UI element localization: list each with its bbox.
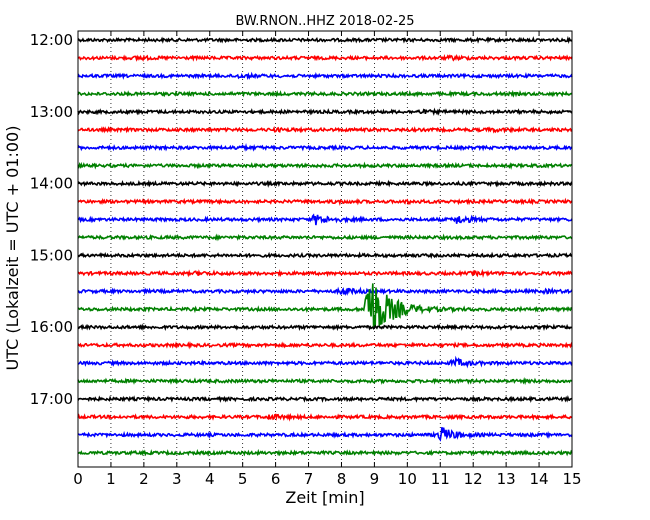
trace-1215 [77,53,573,62]
x-tick-label: 0 [73,470,83,488]
y-tick-label: 15:00 [30,246,73,264]
x-tick-label: 13 [497,470,516,488]
x-tick-label: 2 [139,470,149,488]
y-tick-label: 16:00 [30,318,73,336]
trace-1615 [77,340,573,350]
y-tick-label: 14:00 [30,175,73,193]
y-tick-label: 12:00 [30,31,73,49]
x-tick-label: 7 [304,470,314,488]
trace-1630 [77,355,573,369]
x-tick-label: 14 [530,470,549,488]
trace-1730 [78,427,573,442]
trace-1300 [77,107,573,117]
trace-1330 [77,142,573,152]
x-axis-ticks: 0 1 2 3 4 5 6 7 8 9 10 11 12 13 14 15 [73,31,582,488]
x-tick-label: 3 [172,470,182,488]
x-axis-label: Zeit [min] [285,488,364,507]
trace-1230 [77,71,573,81]
trace-1445 [77,233,573,242]
trace-1415 [77,197,573,207]
plot-frame [77,30,573,468]
trace-1400 [77,179,573,188]
trace-1315 [77,125,573,134]
trace-1430 [77,213,573,226]
x-tick-label: 6 [271,470,281,488]
trace-1200 [77,35,573,44]
x-tick-label: 9 [370,470,380,488]
grid-lines [110,31,540,467]
x-tick-label: 8 [337,470,347,488]
trace-1515 [77,268,573,279]
seismic-traces [77,35,573,457]
trace-1245 [77,89,573,98]
trace-1500 [77,251,573,260]
y-axis-label: UTC (Lokalzeit = UTC + 01:00) [3,126,22,371]
trace-1645 [77,377,573,386]
trace-1530 [77,286,573,296]
x-tick-label: 11 [431,470,450,488]
chart-title: BW.RNON..HHZ 2018-02-25 [235,14,414,29]
x-tick-label: 4 [205,470,215,488]
trace-1345 [77,161,573,170]
trace-1600 [77,323,573,332]
trace-1545 [77,283,573,328]
x-tick-label: 1 [106,470,116,488]
y-tick-label: 17:00 [30,390,73,408]
trace-1745 [77,448,573,457]
x-tick-label: 12 [464,470,483,488]
y-axis-ticks: 12:00 13:00 14:00 15:00 16:00 17:00 [30,31,572,408]
trace-1715 [77,412,573,422]
x-tick-label: 5 [238,470,248,488]
x-tick-label: 10 [398,470,417,488]
trace-1700 [77,395,572,403]
y-tick-label: 13:00 [30,103,73,121]
x-tick-label: 15 [562,470,581,488]
